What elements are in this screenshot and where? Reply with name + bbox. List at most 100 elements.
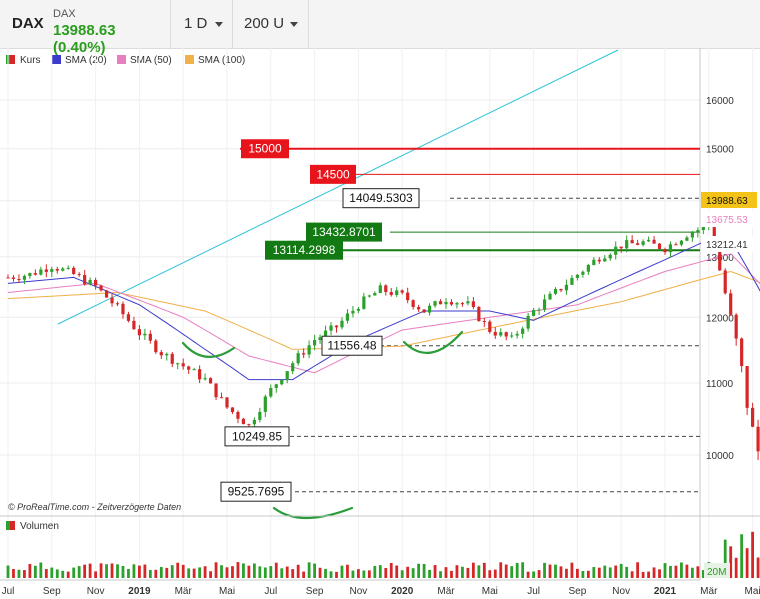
interval-select[interactable]: 1 D xyxy=(170,0,233,48)
volume-bar xyxy=(44,569,48,578)
price-tag-box xyxy=(701,192,757,208)
volume-bar xyxy=(723,539,727,578)
candle-body xyxy=(734,314,738,339)
candle-body xyxy=(384,285,388,293)
volume-bar xyxy=(586,570,590,578)
volume-bar xyxy=(614,565,618,578)
candle-body xyxy=(132,320,136,330)
volume-bar xyxy=(734,557,738,578)
level-label: 11556.48 xyxy=(327,339,376,353)
candle-body xyxy=(351,310,355,314)
candle-body xyxy=(225,397,229,408)
candle-body xyxy=(499,332,503,336)
candle-body xyxy=(417,307,421,310)
level-label: 10249.85 xyxy=(232,429,282,443)
volume-bar xyxy=(116,564,119,578)
volume-bar xyxy=(307,562,311,578)
volume-bar xyxy=(597,567,601,578)
candle-body xyxy=(400,290,404,293)
y-axis: 10000110001200013000140001500016000 xyxy=(706,96,734,462)
volume-bar xyxy=(209,571,212,578)
candle-body xyxy=(247,424,251,426)
volume-bar xyxy=(72,567,76,578)
candle-body xyxy=(729,293,733,315)
volume-bar xyxy=(499,562,503,578)
volume-bar xyxy=(340,565,344,578)
volume-bar xyxy=(252,563,256,578)
x-tick-label: Sep xyxy=(43,586,61,597)
volume-bar xyxy=(521,562,525,578)
candle-body xyxy=(460,303,465,305)
level-label-box xyxy=(220,481,292,502)
symbol-small: DAX xyxy=(53,8,76,20)
level-label-box xyxy=(342,188,420,209)
level-label: 13114.2998 xyxy=(273,243,336,257)
candle-body xyxy=(362,296,366,309)
volume-bar xyxy=(12,569,15,578)
volume-bar xyxy=(461,566,464,578)
level-label: 14500 xyxy=(316,167,350,181)
candle-body xyxy=(422,309,426,313)
x-tick-label: Nov xyxy=(350,586,368,597)
volume-bar xyxy=(127,568,130,578)
volume-bar xyxy=(214,562,218,578)
legend-swatch-sma50 xyxy=(117,55,126,64)
arc-right xyxy=(402,330,464,354)
candle-body xyxy=(564,284,569,291)
level-label-box xyxy=(306,222,382,242)
candle-body xyxy=(745,366,749,408)
volume-bar xyxy=(236,562,240,578)
candle-body xyxy=(504,332,508,337)
x-tick-label: Mär xyxy=(700,586,718,597)
volume-bar xyxy=(346,564,349,578)
x-tick-label: Jul xyxy=(527,586,540,597)
candle-body xyxy=(55,269,59,271)
candle-body xyxy=(597,259,601,262)
instrument-cell[interactable]: DAX DAX 13988.63 (0.40%) xyxy=(0,0,171,56)
candle-body xyxy=(510,335,514,337)
candle-body xyxy=(33,273,37,275)
candle-body xyxy=(274,384,278,388)
candle-body xyxy=(449,302,454,305)
candle-body xyxy=(668,244,673,253)
x-tick-label: Sep xyxy=(306,586,324,597)
volume-bar xyxy=(187,568,191,578)
volume-bar xyxy=(466,567,470,578)
arc-left xyxy=(181,341,236,358)
volume-bar xyxy=(88,563,92,578)
level-label-box xyxy=(224,426,290,447)
candle-body xyxy=(559,289,563,291)
volume-bar xyxy=(389,563,393,578)
volume-axis-tag xyxy=(704,563,730,578)
y-tick-label: 11000 xyxy=(706,379,734,390)
legend-sma100: SMA (100) xyxy=(198,55,245,66)
volume-bar xyxy=(242,563,245,578)
legend-sma20: SMA (20) xyxy=(65,55,107,66)
volume-bar xyxy=(581,570,585,578)
candle-body xyxy=(110,297,114,304)
candle-body xyxy=(241,418,246,425)
volume-bar xyxy=(258,566,262,578)
volume-bar xyxy=(674,565,678,578)
volume-bar xyxy=(488,570,492,578)
candle-body xyxy=(657,243,662,250)
volume-bar xyxy=(455,565,459,578)
volume-bar xyxy=(170,565,174,578)
volume-bar xyxy=(690,567,694,578)
level-label: 14049.5303 xyxy=(349,191,413,205)
candle-body xyxy=(553,289,558,294)
volume-bar xyxy=(652,567,656,578)
volume-bar xyxy=(143,564,147,578)
volume-bar xyxy=(592,566,596,578)
candle-body xyxy=(482,321,486,323)
candle-body xyxy=(548,293,552,300)
x-axis: Jul Sep Nov 2019 Mär Mai Jul Sep Nov 2020 Mär Mai Ju… xyxy=(2,586,760,597)
volume-bar xyxy=(94,571,97,578)
volume-bar xyxy=(537,570,541,578)
volume-bar xyxy=(23,570,26,578)
volume-bar xyxy=(302,571,306,578)
volume-bar xyxy=(384,568,388,578)
volume-bar xyxy=(291,569,295,578)
units-select[interactable]: 200 U xyxy=(232,0,309,48)
